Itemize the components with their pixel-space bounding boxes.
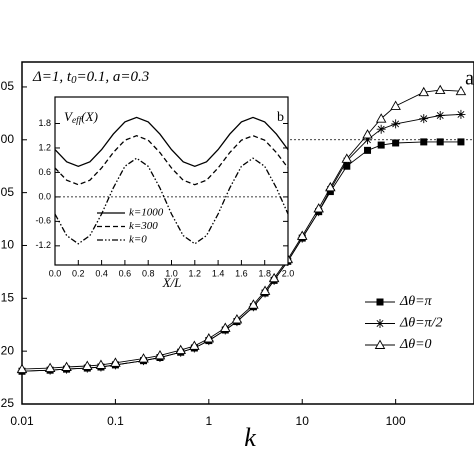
marker-triangle (374, 339, 386, 349)
marker-triangle (61, 361, 72, 371)
y-tick-label: 1.2 (38, 142, 51, 152)
marker-square (343, 162, 351, 170)
x-tick-label: 1.8 (258, 268, 271, 278)
marker-triangle (313, 203, 324, 213)
series-line (54, 116, 289, 167)
marker-triangle (175, 344, 186, 355)
x-tick-label: 0.4 (95, 268, 108, 278)
x-tick-label: 2.0 (282, 268, 295, 278)
x-tick-label: 1.4 (212, 268, 225, 278)
legend-label: Δθ=0 (399, 337, 432, 352)
x-tick-label: 0.01 (10, 414, 34, 428)
marker-triangle (44, 362, 56, 373)
label-part: 0 (71, 74, 77, 86)
legend-label: k=1000 (129, 207, 164, 219)
marker-triangle (455, 85, 467, 96)
marker-square (392, 139, 400, 147)
y-tick-label: 0.6 (38, 167, 51, 177)
marker-triangle (341, 153, 353, 163)
marker-triangle (418, 86, 430, 97)
y-tick-label: 15 (1, 290, 15, 304)
marker-triangle (95, 359, 107, 369)
x-tick-label: 1 (205, 414, 212, 428)
plot-frame (21, 61, 474, 405)
y-tick-label: 00 (1, 132, 15, 146)
x-tick-label: 100 (386, 414, 406, 428)
label-part: (X) (81, 109, 98, 124)
x-tick-label: 1.6 (235, 268, 248, 278)
marker-triangle (231, 314, 243, 324)
marker-star (391, 119, 401, 129)
y-tick-label: -1.2 (35, 240, 51, 250)
marker-star (435, 110, 445, 120)
y-tick-label: 0.0 (38, 191, 51, 201)
marker-square (364, 146, 372, 154)
marker-triangle (189, 340, 200, 350)
marker-triangle (325, 181, 336, 192)
label: Δ=1, t0=0.1, a=0.3 (32, 69, 149, 86)
legend-label: k=300 (129, 220, 158, 232)
marker-triangle (259, 285, 271, 295)
x-tick-label: 10 (296, 414, 310, 428)
marker-square (376, 298, 384, 306)
marker-star (363, 135, 373, 145)
x-tick-label: 0.2 (72, 268, 85, 278)
inset-background (55, 97, 288, 265)
marker-square (457, 138, 465, 146)
marker-triangle (268, 272, 280, 283)
marker-triangle (390, 100, 401, 110)
marker-triangle (203, 333, 215, 343)
x-tick-label: 0.1 (107, 414, 124, 428)
marker-star (419, 114, 429, 124)
x-tick-label: 1.2 (189, 268, 202, 278)
label-part: eff (72, 115, 83, 126)
marker-triangle (138, 353, 149, 363)
marker-square (420, 138, 428, 146)
marker-triangle (434, 84, 446, 95)
label: Veff(X) (64, 109, 98, 126)
y-tick-label: 10 (1, 238, 15, 252)
y-tick-label: 05 (1, 79, 15, 93)
legend-label: Δθ=π/2 (399, 316, 442, 331)
x-tick-label: 0.6 (119, 268, 132, 278)
y-tick-label: 1.8 (38, 118, 51, 128)
x-tick-label: 0.8 (142, 268, 155, 278)
panel-label: b (277, 110, 284, 125)
marker-triangle (154, 349, 166, 360)
legend-label: k=0 (129, 234, 147, 246)
marker-triangle (16, 363, 28, 374)
marker-square (436, 138, 444, 146)
marker-triangle (248, 299, 259, 309)
y-tick-label: -0.6 (35, 216, 51, 226)
y-tick-label: 20 (1, 343, 15, 357)
marker-star (376, 124, 386, 134)
marker-star (456, 109, 466, 119)
x-axis-label: X/L (162, 275, 182, 290)
marker-star (375, 319, 385, 328)
marker-triangle (296, 230, 308, 240)
marker-triangle (362, 129, 373, 139)
marker-triangle (110, 357, 121, 367)
label-part: V (64, 109, 74, 124)
y-tick-label: 25 (1, 396, 15, 410)
label-part: Δ=1, t (32, 69, 72, 85)
legend-label: Δθ=π (399, 294, 433, 309)
marker-triangle (82, 360, 93, 370)
x-tick-label: 0.0 (49, 268, 62, 278)
y-tick-label: 05 (1, 185, 15, 199)
x-tick-label: 1.0 (165, 268, 178, 278)
panel-label: a (465, 68, 474, 90)
marker-triangle (220, 322, 231, 332)
series-line (54, 135, 289, 186)
label-part: =0.1, a=0.3 (77, 69, 150, 85)
series-line (54, 157, 289, 245)
marker-triangle (375, 113, 387, 123)
x-axis-label: k (244, 423, 256, 452)
marker-square (377, 141, 385, 149)
